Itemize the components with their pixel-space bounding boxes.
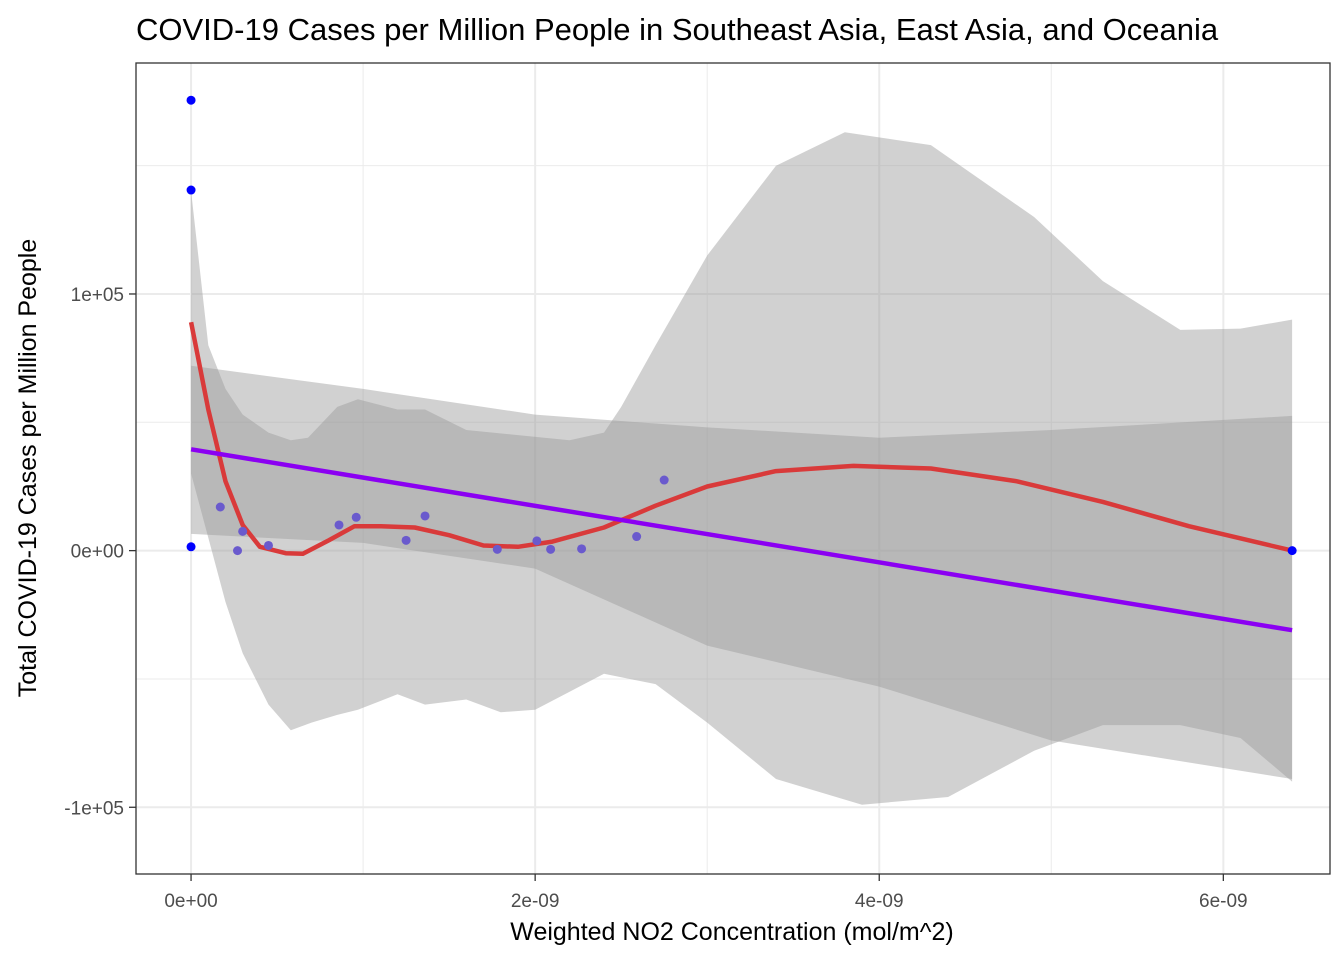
y-tick-label: -1e+05 (64, 798, 124, 819)
data-point (420, 511, 430, 521)
data-point (546, 544, 556, 554)
x-axis-label: Weighted NO2 Concentration (mol/m^2) (510, 918, 953, 946)
axis-ticks: 0e+00 2e-09 4e-09 6e-09 1e+05 0e+00 -1e+05 (64, 285, 1247, 912)
data-point (233, 546, 243, 556)
confidence-bands (191, 132, 1293, 805)
y-tick-label: 0e+00 (71, 542, 124, 563)
panel-border (135, 62, 1331, 875)
data-point (263, 540, 273, 550)
x-tick-label: 0e+00 (164, 891, 217, 912)
data-point (186, 542, 196, 552)
data-point (492, 544, 502, 554)
data-point (577, 544, 587, 554)
data-point (334, 520, 344, 530)
data-point (632, 532, 642, 542)
data-points (186, 95, 1297, 556)
fit-lines (188, 321, 1293, 633)
data-point (186, 95, 196, 105)
x-tick-label: 4e-09 (855, 891, 904, 912)
data-point (532, 536, 542, 546)
x-tick-label: 2e-09 (511, 891, 560, 912)
data-point (659, 475, 669, 485)
data-point (401, 535, 411, 545)
data-point (1287, 546, 1297, 556)
data-point (351, 512, 361, 522)
data-point (186, 185, 196, 195)
smooth-confidence-band (191, 132, 1293, 805)
chart-title: COVID-19 Cases per Million People in Sou… (136, 12, 1219, 47)
data-point (238, 526, 248, 536)
y-tick-label: 1e+05 (71, 285, 124, 306)
linear-fit-line (190, 447, 1293, 633)
x-tick-label: 6e-09 (1199, 891, 1248, 912)
data-point (215, 502, 225, 512)
smooth-fit-line (188, 321, 1293, 556)
linear-confidence-band (191, 365, 1293, 779)
y-axis-label: Total COVID-19 Cases per Million People (14, 239, 42, 698)
